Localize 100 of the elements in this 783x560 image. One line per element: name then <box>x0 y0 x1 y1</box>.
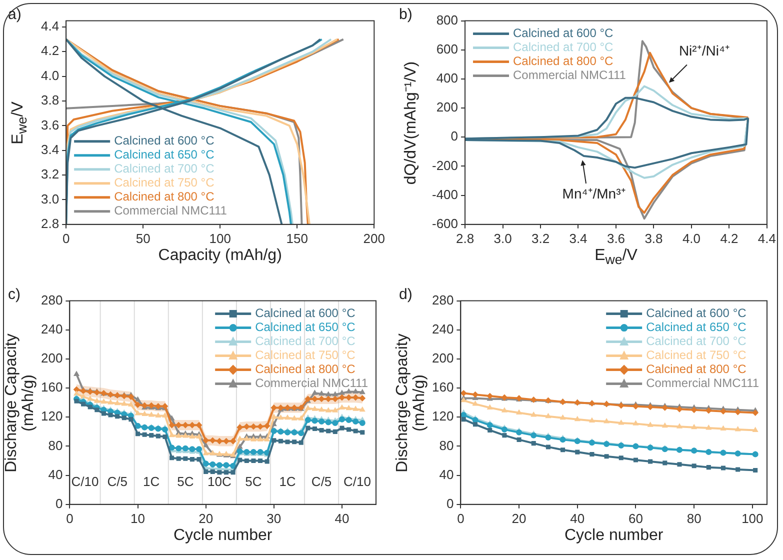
chart-title: a) <box>8 6 22 23</box>
y-tick-label: 3.8 <box>40 92 60 108</box>
x-axis-title: Cycle number <box>563 527 664 545</box>
legend-label: Calcined at 700 °C <box>114 162 215 176</box>
y-tick-label: 0 <box>450 128 458 144</box>
legend-label: Calcined at 650 °C <box>255 320 356 334</box>
y-tick-label: 120 <box>432 408 454 424</box>
annotation: 1C <box>279 474 296 489</box>
x-tick-label: 150 <box>286 230 308 246</box>
chart-title: d) <box>399 286 412 303</box>
y-tick-label: 2.8 <box>40 216 60 231</box>
x-tick-label: 2.8 <box>456 230 474 246</box>
y-tick-label: 200 <box>432 350 454 366</box>
y-tick-label: 80 <box>48 438 63 453</box>
y-tick-label: -200 <box>432 158 458 173</box>
x-tick-label: 3.2 <box>531 230 550 246</box>
y-tick-label: 240 <box>40 321 63 336</box>
legend-label: Commercial NMC111 <box>114 204 228 218</box>
y-tick-label: 3.4 <box>40 142 60 157</box>
y-tick-label: 200 <box>436 100 458 115</box>
x-tick-label: 200 <box>363 230 386 246</box>
annotation: 10C <box>208 474 232 489</box>
y-tick-label: 800 <box>436 12 458 28</box>
legend-label: Calcined at 700 °C <box>255 334 356 348</box>
y-tick-label: 0 <box>55 496 63 511</box>
legend-label: Calcined at 700 °C <box>646 334 747 348</box>
x-tick-label: 100 <box>742 510 764 526</box>
y-axis-title: Discharge Capacity (mAh/g) <box>3 333 37 472</box>
annotation: Mn⁴⁺/Mn³⁺ <box>562 185 626 202</box>
x-tick-label: 4.4 <box>758 230 776 246</box>
y-tick-label: 4.4 <box>40 18 60 34</box>
y-tick-label: 4.2 <box>40 43 60 58</box>
x-tick-label: 20 <box>198 510 214 526</box>
annotation: C/10 <box>344 474 372 489</box>
y-tick-label: 280 <box>40 292 63 308</box>
legend-label: Commercial NMC111 <box>646 376 760 390</box>
y-tick-label: 160 <box>432 380 454 395</box>
x-tick-label: 40 <box>570 510 585 526</box>
y-tick-label: 3.0 <box>40 191 60 206</box>
legend-label: Calcined at 800 °C <box>255 362 356 376</box>
legend-label: Calcined at 700 °C <box>513 40 614 54</box>
annotation: C/10 <box>71 474 99 489</box>
legend-label: Calcined at 600 °C <box>114 134 215 148</box>
y-axis-title: Discharge Capacity (mAh/g) <box>394 333 428 472</box>
x-tick-label: 40 <box>334 510 350 526</box>
annotation: 1C <box>143 474 160 489</box>
legend-label: Calcined at 800 °C <box>513 54 614 68</box>
y-tick-label: 80 <box>439 438 454 453</box>
legend-label: Calcined at 800 °C <box>646 362 747 376</box>
x-tick-label: 20 <box>512 510 526 526</box>
y-tick-label: 240 <box>432 321 454 336</box>
y-tick-label: 4.0 <box>40 68 60 83</box>
x-tick-label: 3.6 <box>606 230 626 246</box>
legend-label: Calcined at 600 °C <box>513 26 614 40</box>
legend-label: Commercial NMC111 <box>513 68 626 82</box>
y-tick-label: -400 <box>432 186 458 202</box>
annotation: C/5 <box>107 474 128 489</box>
legend-label: Calcined at 650 °C <box>646 320 747 334</box>
legend-label: Commercial NMC111 <box>255 376 368 390</box>
chart-title: b) <box>399 6 412 23</box>
legend-label: Calcined at 800 °C <box>114 190 215 204</box>
annotation: C/5 <box>311 474 332 489</box>
x-axis-title: E$_{we}$/V <box>594 247 638 268</box>
annotation: 5C <box>245 474 262 489</box>
y-tick-label: 200 <box>40 350 63 366</box>
legend-label: Calcined at 650 °C <box>114 148 215 162</box>
legend-label: Calcined at 750 °C <box>255 348 356 362</box>
y-tick-label: 160 <box>40 380 63 395</box>
annotation: 5C <box>177 474 194 489</box>
chart-title: c) <box>8 286 20 303</box>
x-tick-label: 0 <box>66 510 74 526</box>
x-tick-label: 60 <box>628 510 643 526</box>
legend-label: Calcined at 750 °C <box>646 348 747 362</box>
x-tick-label: 3.8 <box>644 230 663 246</box>
x-tick-label: 30 <box>266 510 282 526</box>
x-tick-label: 3.4 <box>569 230 588 246</box>
y-axis-title: dQ/dV(mAhg⁻¹/V) <box>402 60 420 184</box>
legend-label: Calcined at 750 °C <box>114 176 215 190</box>
x-tick-label: 10 <box>130 510 145 526</box>
annotation: Ni²⁺/Ni⁴⁺ <box>678 42 730 59</box>
y-tick-label: -600 <box>432 216 458 231</box>
x-tick-label: 50 <box>136 230 150 246</box>
x-axis-title: Capacity (mAh/g) <box>157 247 283 265</box>
y-tick-label: 40 <box>48 466 63 482</box>
x-tick-label: 4.2 <box>720 230 738 246</box>
x-axis-title: Cycle number <box>172 527 274 545</box>
x-tick-label: 3.0 <box>494 230 512 246</box>
y-tick-label: 40 <box>439 466 454 482</box>
y-tick-label: 120 <box>40 408 63 424</box>
x-tick-label: 100 <box>209 230 231 246</box>
y-tick-label: 600 <box>436 41 458 56</box>
y-tick-label: 280 <box>432 292 454 308</box>
y-tick-label: 400 <box>436 70 458 86</box>
x-tick-label: 4.0 <box>682 230 701 246</box>
y-tick-label: 3.6 <box>40 117 60 132</box>
y-tick-label: 3.2 <box>40 166 60 182</box>
y-tick-label: 0 <box>446 496 454 511</box>
legend-label: Calcined at 600 °C <box>646 306 747 320</box>
x-tick-label: 80 <box>686 510 702 526</box>
legend-label: Calcined at 600 °C <box>255 306 356 320</box>
